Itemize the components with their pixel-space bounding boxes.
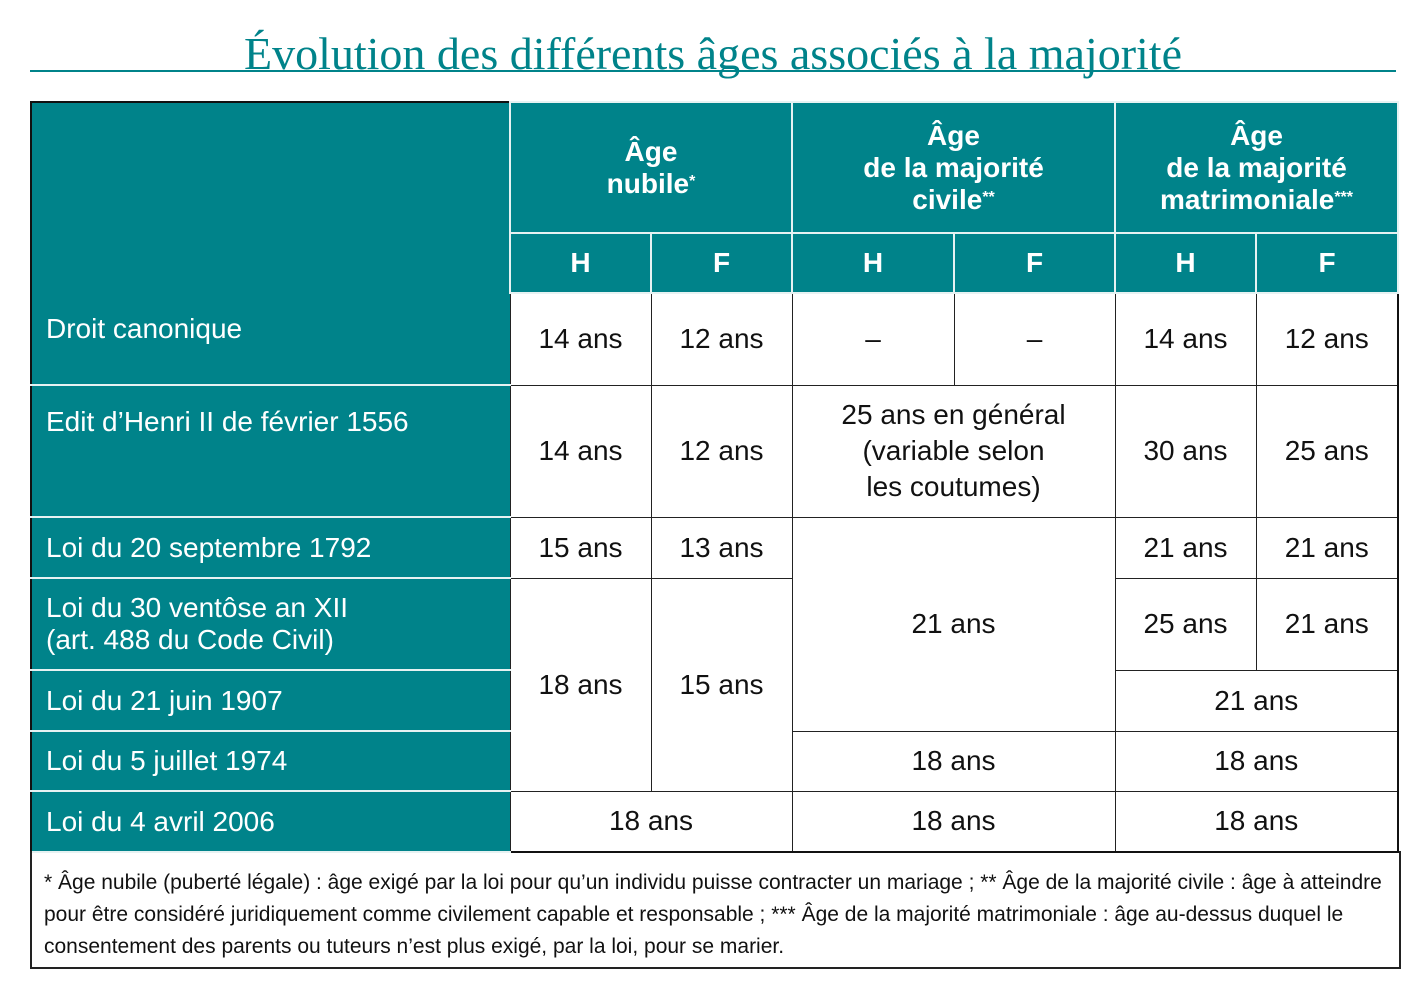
cell: 21 ans <box>1255 577 1399 671</box>
header-f: F <box>650 232 793 294</box>
cell: 30 ans <box>1114 384 1257 518</box>
table-row: Loi du 21 juin 1907 21 ans <box>31 669 1399 732</box>
cell: 15 ans <box>509 516 652 579</box>
header-h: H <box>1114 232 1258 294</box>
header-h: H <box>791 232 955 294</box>
cell: 18 ans <box>509 790 793 853</box>
cell: 12 ans <box>650 292 793 386</box>
row-label: Edit d’Henri II de février 1556 <box>31 385 510 518</box>
table-row: Edit d’Henri II de février 1556 14 ans 1… <box>31 384 1399 518</box>
cell: 18 ans <box>509 577 652 792</box>
majority-ages-table: Âge nubile* Âge de la majorité civile** Âge… <box>30 101 1400 853</box>
cell: 18 ans <box>1114 790 1399 853</box>
cell: 25 ans <box>1114 577 1257 671</box>
row-label: Loi du 20 septembre 1792 <box>31 517 510 579</box>
cell: 25 ans en général (variable selon les cout… <box>791 384 1116 518</box>
footnote: * Âge nubile (puberté légale) : âge exig… <box>30 851 1401 969</box>
cell: 25 ans <box>1255 384 1399 518</box>
header-age-nubile: Âge nubile* <box>509 101 793 234</box>
cell: 18 ans <box>1114 730 1399 792</box>
page-title: Évolution des différents âges associés à… <box>30 18 1396 79</box>
header-majorite-civile: Âge de la majorité civile** <box>790 101 1117 234</box>
cell: 14 ans <box>509 384 652 518</box>
cell: 12 ans <box>1255 292 1399 386</box>
row-label: Loi du 5 juillet 1974 <box>31 731 510 792</box>
cell: – <box>791 292 955 386</box>
corner-header <box>31 102 510 293</box>
cell: 14 ans <box>1114 292 1257 386</box>
cell: 14 ans <box>509 292 652 386</box>
header-majorite-matrimoniale: Âge de la majorité matrimoniale*** <box>1114 101 1400 234</box>
cell: 21 ans <box>1114 669 1399 732</box>
cell: – <box>953 292 1116 386</box>
cell: 21 ans <box>1114 516 1257 579</box>
table-row: Loi du 30 ventôse an XII (art. 488 du Cod… <box>31 577 1399 792</box>
cell: 18 ans <box>791 790 1116 853</box>
row-label: Loi du 21 juin 1907 <box>31 670 510 732</box>
header-f: F <box>1255 232 1400 294</box>
cell: 21 ans <box>791 516 1116 732</box>
cell: 13 ans <box>650 516 793 579</box>
row-label: Droit canonique <box>31 293 510 386</box>
table-row: Loi du 5 juillet 1974 18 ans 18 ans <box>31 730 1399 792</box>
cell: 12 ans <box>650 384 793 518</box>
table-row: Loi du 4 avril 2006 18 ans 18 ans 18 ans <box>31 790 1399 853</box>
header-h: H <box>509 232 652 294</box>
table-row: Droit canonique 14 ans 12 ans – – 14 ans… <box>31 292 1399 386</box>
cell: 21 ans <box>1255 516 1399 579</box>
cell: 15 ans <box>650 577 793 792</box>
header-f: F <box>952 232 1117 294</box>
cell: 18 ans <box>791 730 1116 792</box>
table-row: Loi du 20 septembre 1792 15 ans 13 ans 2… <box>31 516 1399 732</box>
row-label: Loi du 30 ventôse an XII (art. 488 du Cod… <box>31 578 510 671</box>
row-label: Loi du 4 avril 2006 <box>31 791 510 853</box>
